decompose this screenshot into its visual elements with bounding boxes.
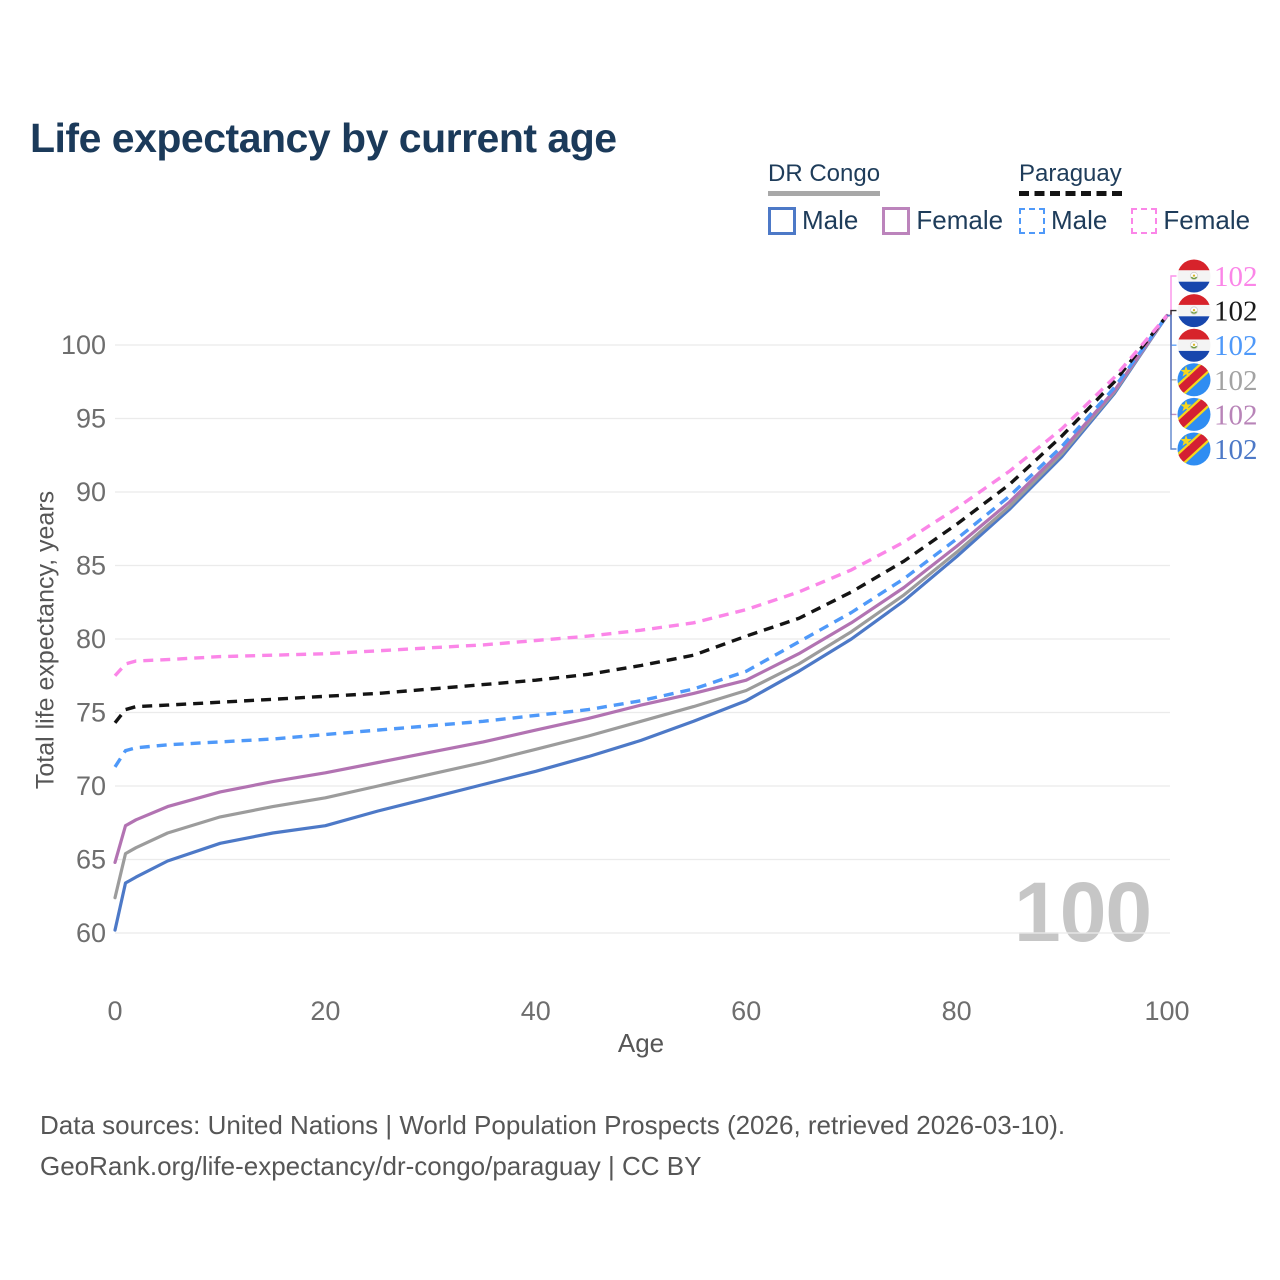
legend-item-pry-male[interactable]: Male [1019, 205, 1107, 236]
legend-group-paraguay: Paraguay Male Female [1019, 160, 1250, 236]
series-line-dr-congo-female [113, 314, 1169, 864]
legend-item-label: Male [802, 205, 859, 235]
x-tick-label: 20 [310, 996, 340, 1026]
series-line-paraguay-both-sexes- [113, 314, 1169, 724]
x-tick-label: 100 [1144, 996, 1189, 1026]
leader-line [1167, 314, 1177, 346]
legend-items-dr-congo: Male Female [768, 205, 1003, 236]
end-value-label: 102 [1214, 261, 1258, 293]
paraguay-flag-icon [1177, 294, 1211, 328]
footer-attribution: Data sources: United Nations | World Pop… [40, 1105, 1065, 1187]
leader-line [1167, 314, 1177, 416]
end-value-label: 102 [1214, 296, 1258, 328]
legend-group-dr-congo: DR Congo Male Female [768, 160, 1003, 236]
y-tick-label: 65 [76, 845, 106, 875]
solid-line-swatch-icon [768, 206, 796, 235]
solid-line-swatch-icon [882, 206, 911, 235]
y-tick-label: 85 [76, 551, 106, 581]
y-tick-label: 80 [76, 624, 106, 654]
end-value-label: 102 [1214, 365, 1258, 397]
series-line-dr-congo-male [113, 314, 1169, 932]
leader-line [1167, 314, 1177, 381]
age-counter-watermark: 100 [1014, 865, 1152, 959]
x-axis-title: Age [617, 1028, 665, 1058]
series-line-paraguay-female [113, 314, 1169, 677]
legend-country-paraguay: Paraguay [1019, 160, 1122, 196]
y-axis-title: Total life expectancy, years [31, 490, 60, 790]
source-url-line: GeoRank.org/life-expectancy/dr-congo/par… [40, 1151, 702, 1181]
end-value-label: 102 [1214, 434, 1258, 466]
dashed-line-swatch-icon [1131, 207, 1158, 234]
page-title: Life expectancy by current age [30, 115, 617, 162]
paraguay-flag-icon [1177, 259, 1211, 293]
x-tick-label: 80 [942, 996, 972, 1026]
y-tick-label: 95 [76, 404, 106, 434]
y-tick-label: 70 [76, 771, 106, 801]
legend-item-label: Male [1051, 205, 1108, 235]
leader-line [1167, 314, 1177, 450]
dashed-line-swatch-icon [1019, 207, 1045, 234]
paraguay-flag-icon [1177, 328, 1211, 362]
dr-congo-flag-icon [1177, 397, 1211, 431]
series-line-paraguay-male [113, 314, 1169, 768]
legend-country-dr-congo: DR Congo [768, 160, 881, 196]
x-tick-label: 0 [107, 996, 122, 1026]
legend-items-paraguay: Male Female [1019, 205, 1250, 236]
legend-item-drc-male[interactable]: Male [768, 205, 858, 236]
legend-item-pry-female[interactable]: Female [1131, 205, 1250, 236]
legend-item-label: Female [1163, 205, 1251, 235]
y-tick-label: 90 [76, 477, 106, 507]
end-value-label: 102 [1214, 330, 1258, 362]
end-value-label: 102 [1214, 399, 1258, 431]
y-tick-label: 100 [61, 330, 106, 360]
x-tick-label: 40 [521, 996, 551, 1026]
leader-line [1167, 309, 1177, 317]
dr-congo-flag-icon [1177, 432, 1211, 466]
series-line-dr-congo-both-sexes- [113, 314, 1169, 900]
dr-congo-flag-icon [1177, 363, 1211, 397]
x-tick-label: 60 [731, 996, 761, 1026]
legend-item-label: Female [916, 205, 1004, 235]
legend-item-drc-female[interactable]: Female [882, 205, 1003, 236]
data-sources-line: Data sources: United Nations | World Pop… [40, 1110, 1066, 1140]
y-tick-label: 60 [76, 918, 106, 948]
y-tick-label: 75 [76, 698, 106, 728]
leader-line [1167, 275, 1177, 317]
